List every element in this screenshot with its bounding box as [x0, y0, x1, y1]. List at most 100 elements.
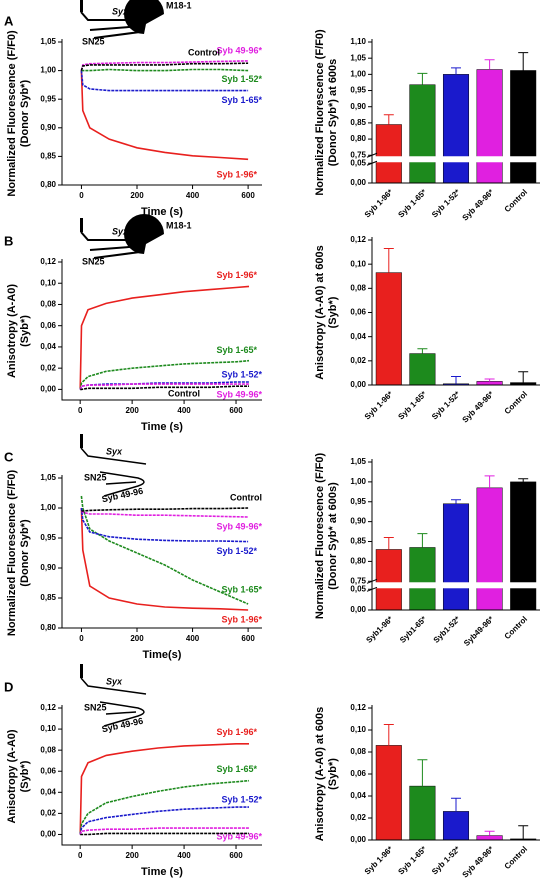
- y-tick-label: 1,00: [350, 69, 366, 78]
- axes: [371, 39, 540, 184]
- sn25-loop: [99, 471, 145, 497]
- series-label: Control: [168, 389, 200, 399]
- axes: [61, 259, 262, 401]
- x-tick-label: Control: [503, 390, 529, 416]
- x-tick-label: Syb1-52*: [432, 614, 463, 645]
- error-bar: [417, 348, 428, 354]
- y-axis-title: Anisotropy (A-A0) at 600s: [314, 245, 326, 379]
- sn25-loop: [99, 701, 145, 727]
- series-line: [79, 743, 249, 835]
- x-tick-label: Syb 1-52*: [430, 389, 462, 421]
- y-tick-label: 0,80: [40, 623, 56, 632]
- axes: [61, 705, 262, 846]
- schematic: Syx SN25 Syb 49-96: [80, 664, 147, 734]
- y-axis-title: Anisotropy (A-A0): [6, 729, 18, 823]
- y-tick-label: 0,10: [350, 725, 366, 734]
- y-tick-label: 0,06: [40, 321, 56, 330]
- series-label: Syb 1-65*: [216, 764, 257, 774]
- y-tick-label: 0,85: [350, 537, 366, 546]
- bar: [375, 272, 402, 386]
- syx-helix: [80, 677, 147, 695]
- y-tick-label: 0,02: [350, 813, 366, 822]
- x-tick-label: Control: [503, 615, 529, 641]
- y-tick-label: 0,10: [40, 278, 56, 287]
- x-tick-label: Control: [503, 188, 529, 214]
- y-tick-label: 0,12: [40, 257, 56, 266]
- x-tick-label: 400: [186, 191, 200, 200]
- x-axis-title: Time (s): [141, 206, 183, 218]
- y-tick-label: 0,90: [350, 102, 366, 111]
- y-tick-label: 0,04: [40, 787, 56, 796]
- y-tick-label: 0,04: [350, 332, 366, 341]
- y-tick-label: 0,02: [350, 356, 366, 365]
- series-line: [80, 495, 249, 605]
- bar: [476, 835, 503, 841]
- panel-letter: D: [4, 679, 13, 694]
- x-tick-label: 400: [186, 634, 200, 643]
- y-tick-label: 0,90: [40, 123, 56, 132]
- x-tick-label: Syb 1-65*: [396, 187, 428, 219]
- error-bar: [383, 537, 394, 550]
- y-tick-label: 0,06: [350, 308, 366, 317]
- series-label: Syb 1-65*: [221, 95, 262, 105]
- x-tick-label: 200: [125, 406, 139, 415]
- y-tick-label: 1,05: [350, 53, 366, 62]
- series-label: Syb 49-96*: [216, 45, 262, 55]
- axes: [61, 39, 262, 186]
- error-bar: [484, 378, 495, 382]
- series-label: Syb 1-52*: [221, 74, 262, 84]
- diagram-label: Syx: [112, 6, 129, 16]
- series-label: Syb 1-96*: [216, 270, 257, 280]
- series-line: [79, 383, 249, 390]
- x-tick-label: 400: [177, 406, 191, 415]
- syx-tmd: [80, 218, 83, 232]
- schematic: Syx M18-1 SN25: [80, 214, 192, 266]
- series-line: [80, 70, 249, 161]
- series-label: Syb 1-96*: [221, 614, 262, 624]
- bar: [476, 69, 503, 184]
- x-tick-label: 200: [130, 634, 144, 643]
- panel-letter: B: [4, 233, 13, 248]
- bar: [510, 481, 537, 611]
- axes: [371, 237, 540, 386]
- x-tick-label: 0: [79, 191, 84, 200]
- error-bar: [484, 830, 495, 836]
- x-axis-title: Time (s): [141, 421, 183, 433]
- error-bar: [518, 52, 529, 71]
- bar: [510, 70, 537, 184]
- y-tick-label: 0,85: [40, 152, 56, 161]
- y-axis-title: (Donor Syb*): [19, 80, 31, 148]
- y-tick-label: 0,95: [40, 533, 56, 542]
- y-tick-label: 0,10: [40, 724, 56, 733]
- x-tick-label: Syb 1-65*: [396, 844, 428, 876]
- axes: [371, 705, 540, 841]
- y-tick-label: 1,00: [40, 66, 56, 75]
- panel-letter: A: [4, 13, 14, 28]
- series-label: Syb 49-96*: [216, 832, 262, 842]
- munc18: [124, 0, 164, 34]
- x-tick-label: Syb 1-96*: [363, 389, 395, 421]
- series-line: [81, 507, 249, 512]
- axis-break: [366, 582, 540, 589]
- axis-break: [366, 156, 540, 163]
- x-tick-label: Syb49-96*: [462, 614, 496, 648]
- y-tick-label: 0,05: [350, 584, 366, 593]
- bar: [375, 124, 402, 184]
- y-tick-label: 0,08: [350, 747, 366, 756]
- error-bar: [417, 72, 428, 85]
- series-line: [80, 60, 249, 71]
- diagram-label: Syx: [106, 446, 123, 456]
- x-tick-label: 200: [125, 851, 139, 860]
- series-line: [80, 70, 249, 92]
- y-tick-label: 1,05: [350, 457, 366, 466]
- diagram-label: Syb 49-96: [101, 486, 144, 505]
- y-tick-label: 0,75: [350, 150, 366, 159]
- bar: [409, 547, 436, 611]
- y-tick-label: 0,04: [350, 791, 366, 800]
- series-line: [79, 359, 250, 390]
- error-bar: [451, 499, 461, 504]
- y-axis-title: (Syb*): [327, 296, 339, 328]
- syx-tmd: [80, 0, 83, 12]
- y-tick-label: 1,10: [350, 37, 366, 46]
